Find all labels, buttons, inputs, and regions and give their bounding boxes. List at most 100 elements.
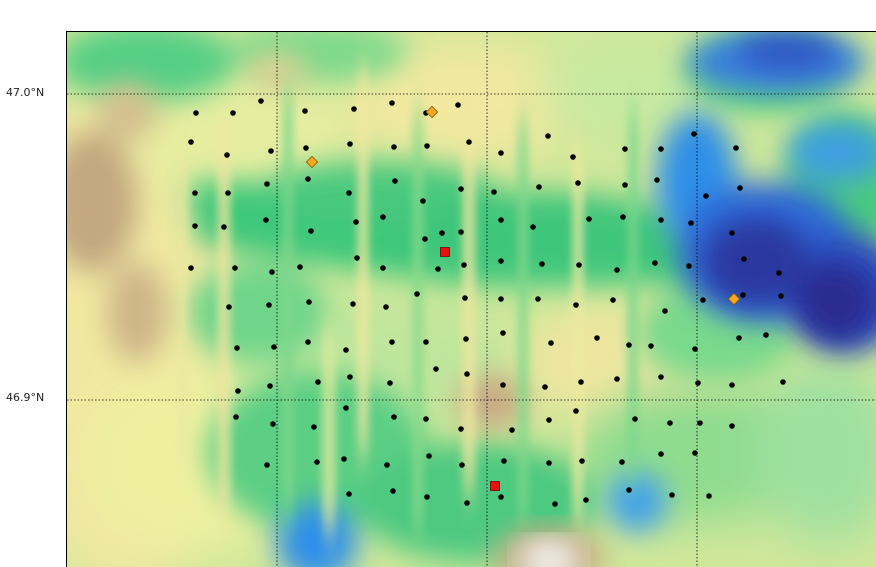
station-marker[interactable] <box>192 190 198 196</box>
station-marker[interactable] <box>224 152 230 158</box>
station-marker[interactable] <box>539 261 545 267</box>
station-marker[interactable] <box>763 332 769 338</box>
station-marker[interactable] <box>271 344 277 350</box>
station-marker[interactable] <box>610 297 616 303</box>
station-marker[interactable] <box>343 405 349 411</box>
station-marker[interactable] <box>662 308 668 314</box>
station-marker[interactable] <box>658 374 664 380</box>
station-marker[interactable] <box>439 230 445 236</box>
station-marker[interactable] <box>315 379 321 385</box>
station-marker[interactable] <box>619 459 625 465</box>
station-marker[interactable] <box>350 301 356 307</box>
station-marker[interactable] <box>226 304 232 310</box>
station-marker[interactable] <box>509 427 515 433</box>
station-marker[interactable] <box>778 293 784 299</box>
map-frame[interactable] <box>66 31 876 567</box>
station-marker[interactable] <box>614 376 620 382</box>
station-marker[interactable] <box>552 501 558 507</box>
station-marker[interactable] <box>433 366 439 372</box>
station-marker[interactable] <box>346 491 352 497</box>
station-marker[interactable] <box>270 421 276 427</box>
station-marker[interactable] <box>235 388 241 394</box>
station-marker[interactable] <box>225 190 231 196</box>
station-marker[interactable] <box>733 145 739 151</box>
station-marker[interactable] <box>391 144 397 150</box>
station-marker[interactable] <box>491 189 497 195</box>
station-marker[interactable] <box>654 177 660 183</box>
station-marker[interactable] <box>311 424 317 430</box>
station-marker[interactable] <box>424 143 430 149</box>
square-marker[interactable] <box>441 248 450 257</box>
station-marker[interactable] <box>268 148 274 154</box>
station-marker[interactable] <box>389 339 395 345</box>
station-marker[interactable] <box>423 416 429 422</box>
station-marker[interactable] <box>586 216 592 222</box>
station-marker[interactable] <box>542 384 548 390</box>
station-marker[interactable] <box>266 302 272 308</box>
station-marker[interactable] <box>583 497 589 503</box>
station-marker[interactable] <box>188 265 194 271</box>
station-marker[interactable] <box>575 180 581 186</box>
station-marker[interactable] <box>193 110 199 116</box>
station-marker[interactable] <box>546 417 552 423</box>
station-marker[interactable] <box>700 297 706 303</box>
station-marker[interactable] <box>343 347 349 353</box>
station-marker[interactable] <box>691 131 697 137</box>
station-marker[interactable] <box>305 339 311 345</box>
station-marker[interactable] <box>622 146 628 152</box>
station-marker[interactable] <box>458 426 464 432</box>
station-marker[interactable] <box>500 330 506 336</box>
terrain-map[interactable] <box>67 32 876 567</box>
station-marker[interactable] <box>233 414 239 420</box>
station-marker[interactable] <box>736 335 742 341</box>
station-marker[interactable] <box>435 266 441 272</box>
station-marker[interactable] <box>341 456 347 462</box>
station-marker[interactable] <box>737 185 743 191</box>
station-marker[interactable] <box>389 100 395 106</box>
station-marker[interactable] <box>464 371 470 377</box>
station-marker[interactable] <box>498 494 504 500</box>
station-marker[interactable] <box>776 270 782 276</box>
station-marker[interactable] <box>703 193 709 199</box>
station-marker[interactable] <box>258 98 264 104</box>
station-marker[interactable] <box>420 198 426 204</box>
station-marker[interactable] <box>391 414 397 420</box>
station-marker[interactable] <box>548 340 554 346</box>
station-marker[interactable] <box>692 346 698 352</box>
station-marker[interactable] <box>463 336 469 342</box>
station-marker[interactable] <box>192 223 198 229</box>
station-marker[interactable] <box>669 492 675 498</box>
station-marker[interactable] <box>686 263 692 269</box>
station-marker[interactable] <box>729 382 735 388</box>
station-marker[interactable] <box>573 408 579 414</box>
station-marker[interactable] <box>729 423 735 429</box>
station-marker[interactable] <box>706 493 712 499</box>
station-marker[interactable] <box>464 500 470 506</box>
station-marker[interactable] <box>188 139 194 145</box>
station-marker[interactable] <box>780 379 786 385</box>
station-marker[interactable] <box>351 106 357 112</box>
station-marker[interactable] <box>614 267 620 273</box>
station-marker[interactable] <box>500 382 506 388</box>
station-marker[interactable] <box>626 487 632 493</box>
station-marker[interactable] <box>632 416 638 422</box>
station-marker[interactable] <box>498 150 504 156</box>
station-marker[interactable] <box>314 459 320 465</box>
station-marker[interactable] <box>308 228 314 234</box>
station-marker[interactable] <box>426 453 432 459</box>
station-marker[interactable] <box>741 256 747 262</box>
station-marker[interactable] <box>297 264 303 270</box>
station-marker[interactable] <box>461 262 467 268</box>
station-marker[interactable] <box>536 184 542 190</box>
station-marker[interactable] <box>652 260 658 266</box>
station-marker[interactable] <box>459 462 465 468</box>
station-marker[interactable] <box>269 269 275 275</box>
station-marker[interactable] <box>392 178 398 184</box>
station-marker[interactable] <box>658 451 664 457</box>
station-marker[interactable] <box>234 345 240 351</box>
station-marker[interactable] <box>458 186 464 192</box>
station-marker[interactable] <box>667 420 673 426</box>
station-marker[interactable] <box>353 219 359 225</box>
station-marker[interactable] <box>695 380 701 386</box>
station-marker[interactable] <box>573 302 579 308</box>
